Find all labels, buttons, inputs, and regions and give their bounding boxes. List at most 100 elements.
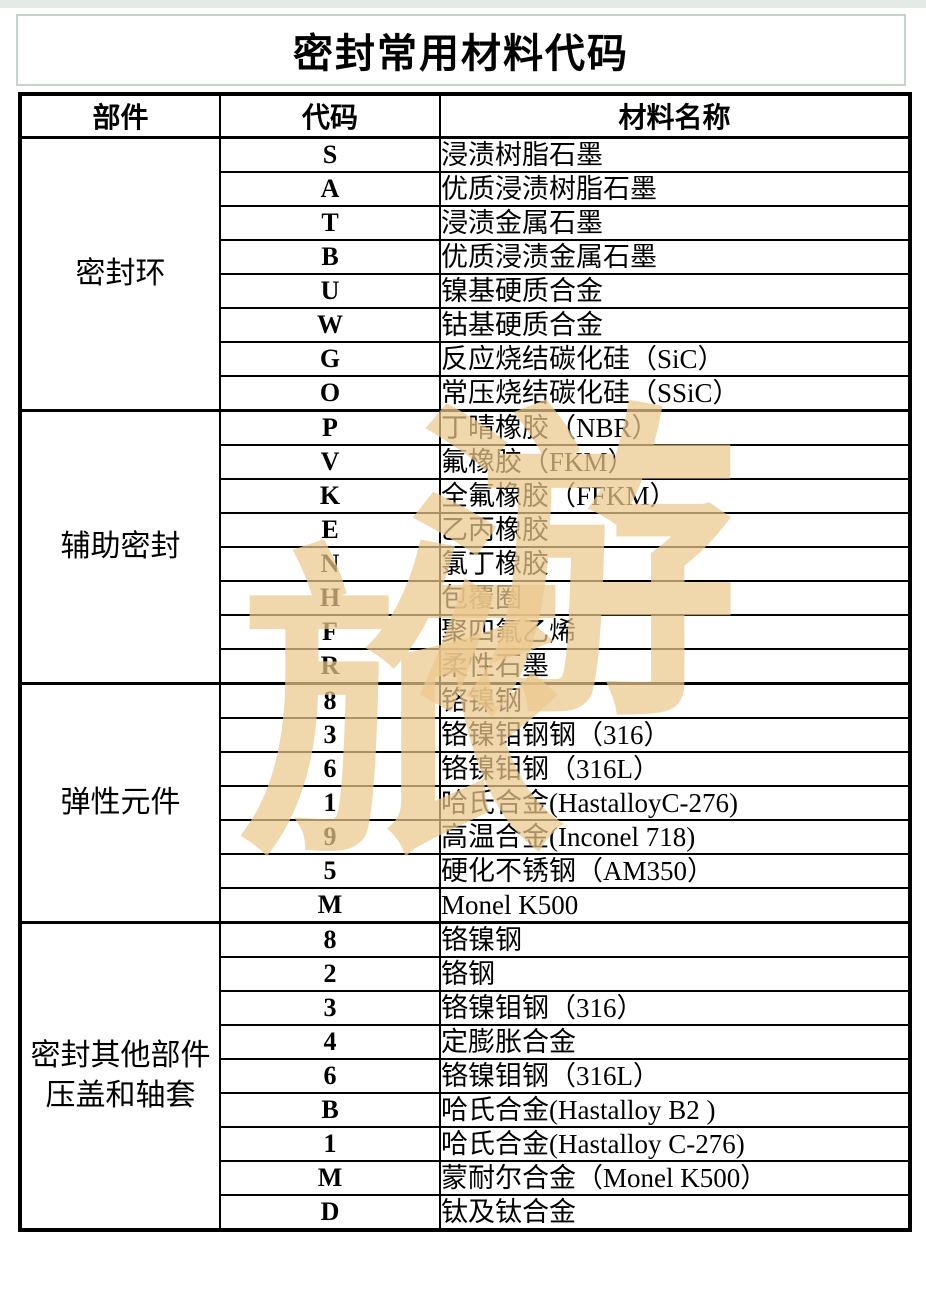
- code-cell: B: [219, 239, 441, 275]
- material-name-cell: 定膨胀合金: [439, 1024, 911, 1060]
- material-name-cell: 反应烧结碳化硅（SiC）: [439, 341, 911, 377]
- table-row: E 乙丙橡胶: [20, 512, 911, 548]
- material-name-cell: 浸渍金属石墨: [439, 205, 911, 241]
- code-cell: K: [219, 478, 441, 514]
- table-header-row: 部件 代码 材料名称: [19, 93, 911, 139]
- table-row: N 氯丁橡胶: [20, 546, 911, 582]
- table-row: W 钴基硬质合金: [20, 307, 911, 343]
- title-box: 密封常用材料代码: [16, 14, 906, 86]
- code-cell: G: [219, 341, 441, 377]
- material-name-cell: 哈氏合金(HastalloyC-276): [439, 785, 911, 821]
- part-cell: 辅助密封: [19, 409, 221, 685]
- table-row: 6 铬镍钼钢（316L）: [20, 1058, 911, 1094]
- table-row: 弹性元件 8 铬镍钢: [19, 682, 911, 924]
- material-name-cell: 硬化不锈钢（AM350）: [439, 853, 911, 889]
- code-cell: E: [219, 512, 441, 548]
- part-cell: 密封其他部件 压盖和轴套: [19, 921, 221, 1231]
- table-row: 5 硬化不锈钢（AM350）: [20, 853, 911, 889]
- table-row: 密封其他部件 压盖和轴套 8 铬镍钢: [19, 921, 911, 1231]
- material-name-cell: 浸渍树脂石墨: [439, 136, 911, 173]
- code-cell: T: [219, 205, 441, 241]
- code-cell: B: [219, 1092, 441, 1128]
- material-name-cell: 高温合金(Inconel 718): [439, 819, 911, 855]
- material-name-cell: 氟橡胶（FKM）: [439, 444, 911, 480]
- code-cell: W: [219, 307, 441, 343]
- header-code: 代码: [219, 93, 441, 139]
- material-name-cell: 铬镍钢: [439, 921, 911, 958]
- table-row: M 蒙耐尔合金（Monel K500）: [20, 1160, 911, 1196]
- code-cell: O: [219, 375, 441, 412]
- material-name-cell: 钴基硬质合金: [439, 307, 911, 343]
- material-name-cell: 优质浸渍金属石墨: [439, 239, 911, 275]
- material-name-cell: 镍基硬质合金: [439, 273, 911, 309]
- table-row: 4 定膨胀合金: [20, 1024, 911, 1060]
- material-name-cell: 氯丁橡胶: [439, 546, 911, 582]
- code-cell: V: [219, 444, 441, 480]
- table-row: A 优质浸渍树脂石墨: [20, 171, 911, 207]
- code-cell: A: [219, 171, 441, 207]
- table-row: 3 铬镍钼钢（316）: [20, 990, 911, 1026]
- code-cell: F: [219, 614, 441, 650]
- code-cell: 1: [219, 1126, 441, 1162]
- table-row: H 包覆圈: [20, 580, 911, 616]
- header-part: 部件: [19, 93, 221, 139]
- table-row: K 全氟橡胶（FFKM）: [20, 478, 911, 514]
- code-cell: 6: [219, 1058, 441, 1094]
- code-cell: 8: [219, 682, 441, 719]
- table-row: O 常压烧结碳化硅（SSiC）: [20, 375, 911, 412]
- code-cell: D: [219, 1194, 441, 1231]
- table-row: F 聚四氟乙烯: [20, 614, 911, 650]
- table-row: V 氟橡胶（FKM）: [20, 444, 911, 480]
- material-name-cell: 哈氏合金(Hastalloy C-276): [439, 1126, 911, 1162]
- table-row: 3 铬镍钼钢钢（316）: [20, 717, 911, 753]
- code-cell: S: [219, 136, 441, 173]
- table-row: 1 哈氏合金(HastalloyC-276): [20, 785, 911, 821]
- table-row: M Monel K500: [20, 887, 911, 924]
- table-row: 9 高温合金(Inconel 718): [20, 819, 911, 855]
- page-title: 密封常用材料代码: [293, 31, 629, 76]
- code-cell: R: [219, 648, 441, 685]
- material-name-cell: 铬镍钼钢（316L）: [439, 1058, 911, 1094]
- material-name-cell: Monel K500: [439, 887, 911, 924]
- code-cell: N: [219, 546, 441, 582]
- part-cell: 密封环: [19, 136, 221, 412]
- table-row: R 柔性石墨: [20, 648, 911, 685]
- table-row: 1 哈氏合金(Hastalloy C-276): [20, 1126, 911, 1162]
- material-name-cell: 优质浸渍树脂石墨: [439, 171, 911, 207]
- table-row: 辅助密封 P 丁晴橡胶（NBR）: [19, 409, 911, 685]
- table-row: B 优质浸渍金属石墨: [20, 239, 911, 275]
- page-top-strip: [0, 0, 926, 8]
- material-name-cell: 全氟橡胶（FFKM）: [439, 478, 911, 514]
- code-cell: M: [219, 1160, 441, 1196]
- material-name-cell: 哈氏合金(Hastalloy B2 ): [439, 1092, 911, 1128]
- code-cell: H: [219, 580, 441, 616]
- material-code-table: 部件 代码 材料名称 密封环 S 浸渍树脂石墨 A 优质浸渍树脂石墨 T 浸渍金属石墨 B 优质…: [18, 92, 912, 1232]
- table-row: G 反应烧结碳化硅（SiC）: [20, 341, 911, 377]
- material-name-cell: 铬钢: [439, 956, 911, 992]
- material-name-cell: 铬镍钼钢（316L）: [439, 751, 911, 787]
- material-name-cell: 铬镍钼钢钢（316）: [439, 717, 911, 753]
- material-name-cell: 钛及钛合金: [439, 1194, 911, 1231]
- table-row: T 浸渍金属石墨: [20, 205, 911, 241]
- table-row: B 哈氏合金(Hastalloy B2 ): [20, 1092, 911, 1128]
- code-cell: 5: [219, 853, 441, 889]
- code-cell: 8: [219, 921, 441, 958]
- code-cell: 9: [219, 819, 441, 855]
- code-cell: 6: [219, 751, 441, 787]
- table-row: D 钛及钛合金: [20, 1194, 911, 1231]
- code-cell: 3: [219, 990, 441, 1026]
- code-cell: P: [219, 409, 441, 446]
- material-name-cell: 铬镍钢: [439, 682, 911, 719]
- code-cell: U: [219, 273, 441, 309]
- material-name-cell: 柔性石墨: [439, 648, 911, 685]
- material-name-cell: 常压烧结碳化硅（SSiC）: [439, 375, 911, 412]
- code-cell: 4: [219, 1024, 441, 1060]
- material-name-cell: 聚四氟乙烯: [439, 614, 911, 650]
- material-name-cell: 铬镍钼钢（316）: [439, 990, 911, 1026]
- material-name-cell: 包覆圈: [439, 580, 911, 616]
- code-cell: 1: [219, 785, 441, 821]
- material-name-cell: 蒙耐尔合金（Monel K500）: [439, 1160, 911, 1196]
- header-name: 材料名称: [439, 93, 911, 139]
- table-row: 密封环 S 浸渍树脂石墨: [19, 136, 911, 412]
- material-name-cell: 丁晴橡胶（NBR）: [439, 409, 911, 446]
